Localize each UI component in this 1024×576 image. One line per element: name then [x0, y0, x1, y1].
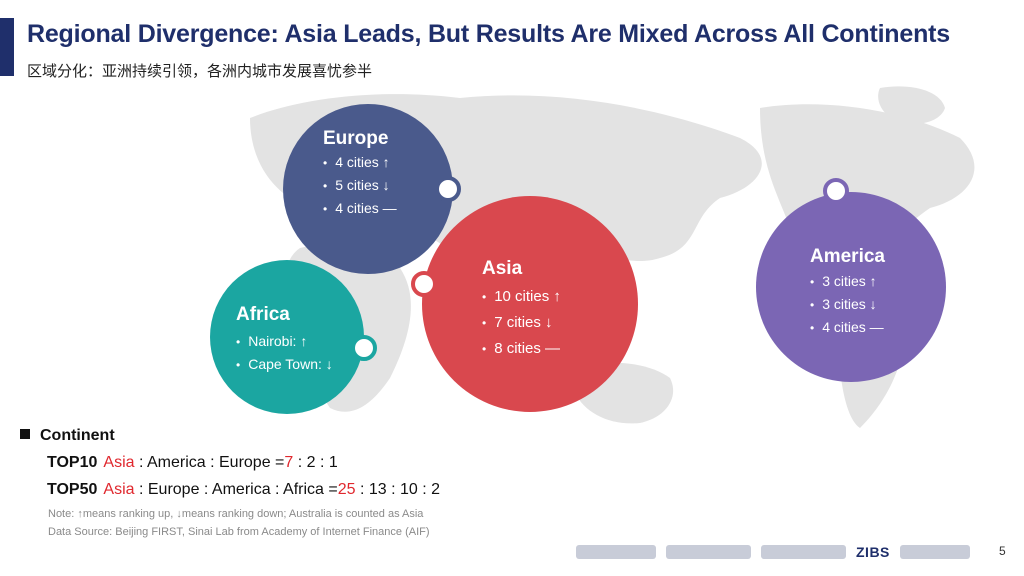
title-accent-bar	[0, 18, 14, 76]
continent-heading: Continent	[20, 427, 115, 445]
europe-item-flat: 4 cities —	[323, 197, 396, 220]
university-logo	[666, 545, 751, 559]
top50-lead-value: 25	[337, 481, 356, 498]
top50-label: TOP50	[47, 481, 98, 498]
page-subtitle: 区域分化：亚洲持续引领，各洲内城市发展喜忧参半	[27, 63, 373, 80]
top10-row: TOP10 Asia : America : Europe =7 : 2 : 1	[47, 454, 338, 472]
america-item-flat: 4 cities —	[810, 316, 883, 339]
top10-lead-value: 7	[284, 454, 294, 471]
institute-logo	[899, 545, 970, 559]
asia-connector-dot	[411, 271, 437, 297]
square-bullet-icon	[20, 429, 30, 439]
first-logo	[576, 545, 656, 559]
partner-logos: ZIBS	[576, 542, 970, 562]
europe-connector-dot	[435, 176, 461, 202]
africa-list: Nairobi: ↑ Cape Town: ↓	[236, 330, 333, 376]
asia-item-flat: 8 cities —	[482, 336, 561, 362]
top10-label: TOP10	[47, 454, 98, 471]
america-name: America	[810, 246, 885, 267]
america-list: 3 cities ↑ 3 cities ↓ 4 cities —	[810, 270, 884, 339]
africa-connector-dot	[351, 335, 377, 361]
africa-name: Africa	[236, 304, 290, 325]
europe-bubble: Europe 4 cities ↑ 5 cities ↓ 4 cities —	[283, 104, 453, 274]
asia-bubble: Asia 10 cities ↑ 7 cities ↓ 8 cities —	[422, 196, 638, 412]
asia-name: Asia	[482, 258, 523, 279]
africa-bubble: Africa Nairobi: ↑ Cape Town: ↓	[210, 260, 364, 414]
continent-heading-text: Continent	[40, 427, 115, 444]
top50-lead: Asia	[103, 481, 135, 498]
america-item-down: 3 cities ↓	[810, 293, 884, 316]
data-source-note: Data Source: Beijing FIRST, Sinai Lab fr…	[48, 526, 430, 538]
europe-item-up: 4 cities ↑	[323, 151, 397, 174]
top10-lead: Asia	[103, 454, 135, 471]
asia-item-up: 10 cities ↑	[482, 284, 561, 310]
legend-note: Note: ↑means ranking up, ↓means ranking …	[48, 508, 424, 520]
asia-list: 10 cities ↑ 7 cities ↓ 8 cities —	[482, 284, 561, 362]
zibs-logo: ZIBS	[856, 544, 890, 560]
top50-rest: : Europe : America : Africa =	[134, 481, 338, 498]
page-number: 5	[999, 544, 1006, 558]
europe-name: Europe	[323, 128, 389, 149]
top50-rest-values: : 13 : 10 : 2	[355, 481, 441, 498]
top10-rest-values: : 2 : 1	[293, 454, 338, 471]
america-bubble: America 3 cities ↑ 3 cities ↓ 4 cities —	[756, 192, 946, 382]
university-logo-2	[761, 545, 846, 559]
page-title: Regional Divergence: Asia Leads, But Res…	[27, 20, 950, 48]
america-connector-dot	[823, 178, 849, 204]
europe-item-down: 5 cities ↓	[323, 174, 397, 197]
asia-item-down: 7 cities ↓	[482, 310, 561, 336]
africa-item-capetown: Cape Town: ↓	[236, 353, 333, 376]
top10-rest: : America : Europe =	[134, 454, 285, 471]
america-item-up: 3 cities ↑	[810, 270, 884, 293]
africa-item-nairobi: Nairobi: ↑	[236, 330, 333, 353]
europe-list: 4 cities ↑ 5 cities ↓ 4 cities —	[323, 151, 397, 220]
top50-row: TOP50 Asia : Europe : America : Africa =2…	[47, 481, 440, 499]
